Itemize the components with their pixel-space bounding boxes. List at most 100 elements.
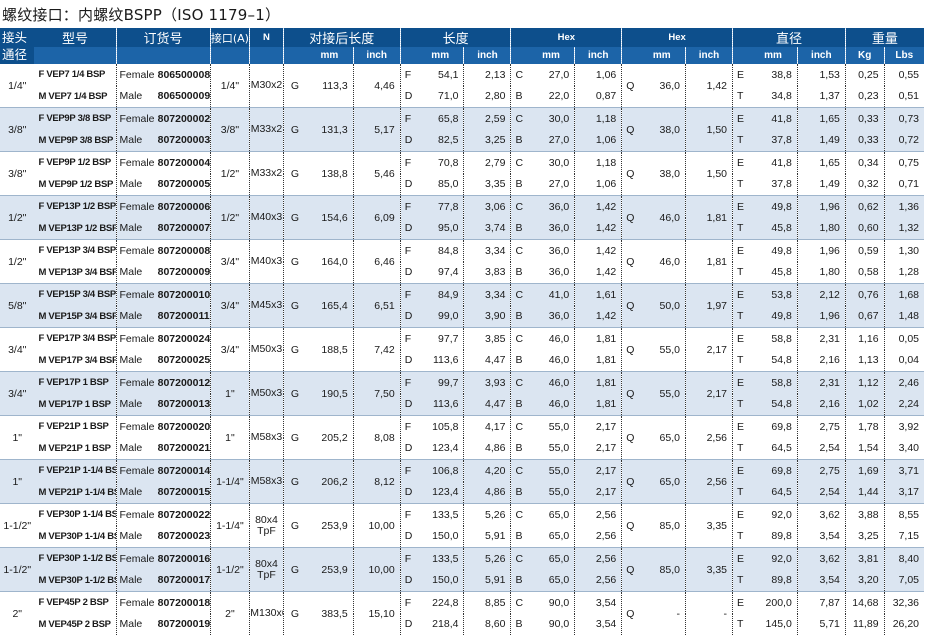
diameter-letter: E: [733, 372, 750, 394]
thread-cell: 80x4 TpF: [250, 548, 283, 592]
header-order-no: 订货号: [116, 28, 210, 47]
connected-length-mm: 253,9: [306, 548, 353, 592]
length-mm: 97,4: [417, 262, 464, 284]
hex-mm: 90,0: [528, 614, 575, 635]
weight-kg: 1,13: [845, 350, 884, 372]
diameter-inch: 1,80: [797, 262, 845, 284]
diameter-mm: 49,8: [749, 306, 797, 328]
gender-cell: Male: [116, 174, 154, 196]
diameter-mm: 64,5: [749, 438, 797, 460]
hex-mm: 55,0: [528, 416, 575, 438]
g-letter: G: [283, 64, 306, 108]
order-number-cell: 807200020: [154, 416, 210, 438]
diameter-letter: E: [733, 504, 750, 526]
model-cell: M VEP30P 1-1/4 BSP: [34, 526, 116, 548]
length-mm: 54,1: [417, 64, 464, 86]
hex-letter: C: [511, 108, 528, 130]
order-number-cell: 807200014: [154, 460, 210, 482]
hex-inch: 1,06: [575, 174, 622, 196]
unit-inch: inch: [575, 47, 622, 64]
order-number-cell: 807200009: [154, 262, 210, 284]
diameter-inch: 1,80: [797, 218, 845, 240]
hex-mm: 46,0: [528, 328, 575, 350]
header-length: 长度: [400, 28, 511, 47]
hex2-inch: -: [685, 592, 732, 635]
g-letter: G: [283, 196, 306, 240]
gender-cell: Female: [116, 284, 154, 306]
hex-letter: B: [511, 394, 528, 416]
gender-cell: Female: [116, 460, 154, 482]
diameter-inch: 2,12: [797, 284, 845, 306]
hex-mm: 46,0: [528, 394, 575, 416]
g-letter: G: [283, 284, 306, 328]
hex2-mm: 85,0: [638, 548, 685, 592]
length-mm: 97,7: [417, 328, 464, 350]
hex-mm: 27,0: [528, 64, 575, 86]
diameter-letter: T: [733, 526, 750, 548]
diameter-mm: 49,8: [749, 196, 797, 218]
hex-mm: 22,0: [528, 86, 575, 108]
order-number-cell: 807200016: [154, 548, 210, 570]
diameter-inch: 1,96: [797, 240, 845, 262]
diameter-letter: E: [733, 460, 750, 482]
hex-inch: 2,17: [575, 482, 622, 504]
weight-lbs: 26,20: [884, 614, 924, 635]
diameter-inch: 1,49: [797, 174, 845, 196]
hex-inch: 1,42: [575, 218, 622, 240]
length-letter: F: [400, 592, 417, 614]
thread-cell: M130x6: [250, 592, 283, 635]
diameter-mm: 37,8: [749, 130, 797, 152]
length-mm: 85,0: [417, 174, 464, 196]
diameter-inch: 1,49: [797, 130, 845, 152]
length-letter: F: [400, 240, 417, 262]
unit-kg: Kg: [845, 47, 884, 64]
weight-kg: 0,58: [845, 262, 884, 284]
port-size: 1-1/2": [210, 548, 250, 592]
hex-inch: 1,61: [575, 284, 622, 306]
weight-kg: 1,54: [845, 438, 884, 460]
diameter-mm: 69,8: [749, 460, 797, 482]
length-mm: 70,8: [417, 152, 464, 174]
port-size: 1/4": [210, 64, 250, 108]
hex2-letter: Q: [622, 548, 639, 592]
diameter-letter: E: [733, 240, 750, 262]
order-number-cell: 807200002: [154, 108, 210, 130]
model-cell: F VEP30P 1-1/2 BSP: [34, 548, 116, 570]
length-inch: 8,60: [464, 614, 511, 635]
diameter-letter: E: [733, 592, 750, 614]
diameter-mm: 37,8: [749, 174, 797, 196]
length-inch: 3,34: [464, 240, 511, 262]
diameter-inch: 1,65: [797, 152, 845, 174]
weight-kg: 0,60: [845, 218, 884, 240]
weight-lbs: 0,51: [884, 86, 924, 108]
hex-mm: 30,0: [528, 152, 575, 174]
length-letter: D: [400, 570, 417, 592]
thread-cell: M58x3: [250, 416, 283, 460]
hex-letter: C: [511, 152, 528, 174]
order-number-cell: 807200011: [154, 306, 210, 328]
weight-kg: 0,32: [845, 174, 884, 196]
model-cell: M VEP17P 1 BSP: [34, 394, 116, 416]
hex2-letter: Q: [622, 460, 639, 504]
hex-letter: C: [511, 504, 528, 526]
hex2-mm: 46,0: [638, 240, 685, 284]
diameter-mm: 45,8: [749, 262, 797, 284]
hex2-letter: Q: [622, 152, 639, 196]
unit-lbs: Lbs: [884, 47, 924, 64]
unit-mm: mm: [417, 47, 464, 64]
order-number-cell: 807200012: [154, 372, 210, 394]
length-mm: 99,0: [417, 306, 464, 328]
unit-inch: inch: [464, 47, 511, 64]
weight-kg: 3,20: [845, 570, 884, 592]
diameter-letter: T: [733, 394, 750, 416]
hex-inch: 2,56: [575, 570, 622, 592]
length-letter: D: [400, 350, 417, 372]
length-mm: 123,4: [417, 438, 464, 460]
diameter-mm: 64,5: [749, 482, 797, 504]
gender-cell: Female: [116, 548, 154, 570]
